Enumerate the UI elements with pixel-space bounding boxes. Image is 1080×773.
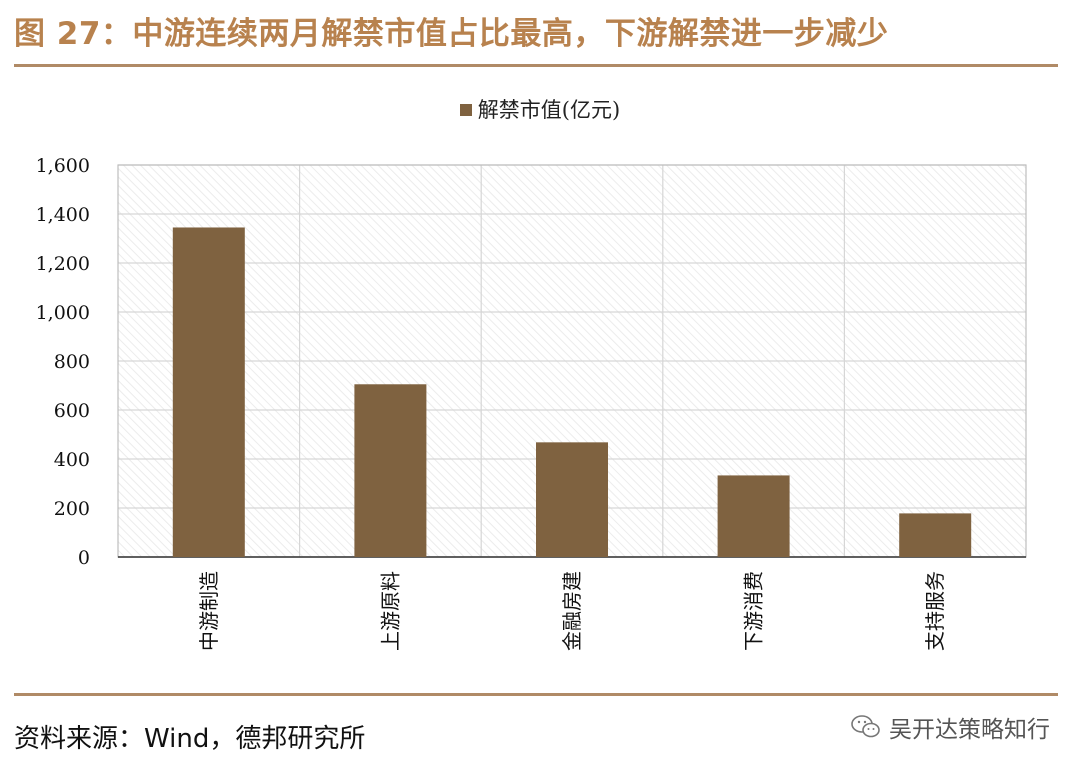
bars	[172, 227, 972, 557]
x-category-label: 中游制造	[197, 571, 221, 651]
y-tick-label: 400	[54, 449, 90, 471]
bar	[172, 227, 245, 557]
x-category-label: 下游消费	[742, 571, 766, 651]
bar	[899, 513, 972, 557]
figure-title: 图 27：中游连续两月解禁市值占比最高，下游解禁进一步减少	[14, 16, 889, 52]
wechat-icon	[851, 715, 880, 738]
y-axis: 0 200 400 600 800 1,000 1,200 1,400 1,600	[36, 155, 90, 569]
footer-divider	[14, 693, 1058, 696]
y-tick-label: 1,600	[36, 155, 90, 177]
legend-swatch	[459, 103, 472, 116]
y-tick-label: 600	[54, 400, 90, 422]
watermark: 吴开达策略知行	[851, 710, 1050, 744]
bar	[717, 475, 790, 557]
x-category-label: 支持服务	[923, 571, 947, 651]
y-tick-label: 1,200	[36, 253, 90, 275]
bar-chart: 0 200 400 600 800 1,000 1,200 1,400 1,600 中游制造 上游…	[36, 155, 1027, 651]
x-category-label: 金融房建	[560, 571, 584, 651]
y-tick-label: 1,000	[36, 302, 90, 324]
y-tick-label: 200	[54, 498, 90, 520]
title-divider	[14, 64, 1058, 67]
bar	[536, 442, 608, 557]
y-tick-label: 800	[54, 351, 90, 373]
y-tick-label: 1,400	[36, 204, 90, 226]
x-category-label: 上游原料	[378, 571, 402, 651]
legend-label: 解禁市值(亿元)	[477, 98, 621, 122]
chart-legend: 解禁市值(亿元)	[0, 94, 1080, 124]
x-axis: 中游制造 上游原料 金融房建 下游消费 支持服务	[197, 571, 947, 651]
bar	[354, 384, 427, 557]
source-note: 资料来源：Wind，德邦研究所	[14, 724, 366, 754]
y-tick-label: 0	[78, 547, 90, 569]
watermark-text: 吴开达策略知行	[889, 717, 1050, 743]
